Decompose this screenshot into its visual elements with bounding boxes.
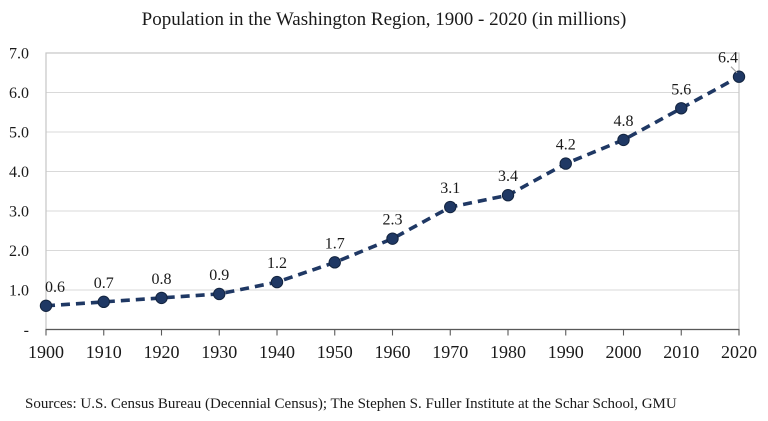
- data-label: 4.8: [614, 113, 634, 130]
- data-point-marker: [39, 299, 53, 312]
- data-point-marker: [444, 200, 457, 214]
- y-tick-label: 6.0: [9, 85, 29, 102]
- data-point-markers: [39, 70, 746, 312]
- x-tick-label: 2020: [721, 342, 757, 362]
- y-axis-labels: - 1.0 2.0 3.0 4.0 5.0 6.0 7.0: [9, 46, 29, 340]
- data-point-marker: [213, 287, 226, 301]
- data-label: 0.8: [152, 271, 172, 288]
- data-label-leader-line: [730, 66, 738, 74]
- chart-title: Population in the Washington Region, 190…: [141, 9, 627, 30]
- data-point-marker: [155, 291, 168, 305]
- x-tick-label: 1940: [259, 342, 295, 362]
- data-label: 6.4: [718, 50, 738, 67]
- y-tick-label: 3.0: [9, 204, 29, 221]
- data-point-marker: [559, 157, 572, 170]
- x-tick-label: 2000: [606, 342, 642, 362]
- y-tick-label: 4.0: [9, 164, 29, 181]
- data-label: 3.4: [498, 168, 518, 185]
- x-tick-label: 1920: [144, 342, 180, 362]
- y-tick-label: 5.0: [9, 125, 29, 142]
- data-label: 0.9: [209, 267, 229, 284]
- data-labels: 0.6 0.7 0.8 0.9 1.2 1.7 2.3 3.1 3.4 4.2 4.8 5.6 6.4: [45, 50, 738, 296]
- data-label: 1.7: [325, 235, 345, 252]
- data-point-marker: [732, 70, 746, 83]
- data-point-marker: [270, 275, 284, 289]
- x-tick-label: 1910: [86, 342, 122, 362]
- plot-area-border: [45, 52, 740, 331]
- population-series-line: [45, 75, 740, 308]
- x-tick-label: 1990: [548, 342, 584, 362]
- y-tick-label: 7.0: [9, 46, 29, 63]
- data-label: 1.2: [267, 255, 287, 272]
- x-tick-label: 2010: [663, 342, 699, 362]
- data-point-marker: [386, 232, 399, 245]
- data-label: 0.6: [45, 279, 65, 296]
- data-point-marker: [328, 256, 341, 269]
- x-axis-labels: 1900 1910 1920 1930 1940 1950 1960 1970 1980 1990…: [28, 342, 757, 362]
- x-tick-label: 1970: [432, 342, 468, 362]
- y-tick-label: 1.0: [9, 283, 29, 300]
- x-tick-label: 1900: [28, 342, 64, 362]
- source-note: Sources: U.S. Census Bureau (Decennial C…: [25, 396, 677, 412]
- data-point-marker: [675, 102, 688, 115]
- data-label: 2.3: [383, 212, 403, 229]
- x-axis: [45, 328, 740, 336]
- x-tick-label: 1960: [375, 342, 411, 362]
- data-label: 4.2: [556, 137, 576, 154]
- data-label: 0.7: [94, 275, 114, 292]
- data-label: 5.6: [671, 81, 691, 98]
- data-point-marker: [97, 295, 110, 309]
- y-tick-label: 2.0: [9, 243, 29, 260]
- gridlines: [46, 52, 739, 291]
- x-tick-label: 1930: [201, 342, 237, 362]
- data-label: 3.1: [440, 180, 460, 197]
- data-point-marker: [617, 133, 630, 147]
- data-point-marker: [501, 189, 515, 202]
- x-tick-label: 1980: [490, 342, 526, 362]
- x-tick-label: 1950: [317, 342, 353, 362]
- y-tick-label: -: [24, 322, 29, 339]
